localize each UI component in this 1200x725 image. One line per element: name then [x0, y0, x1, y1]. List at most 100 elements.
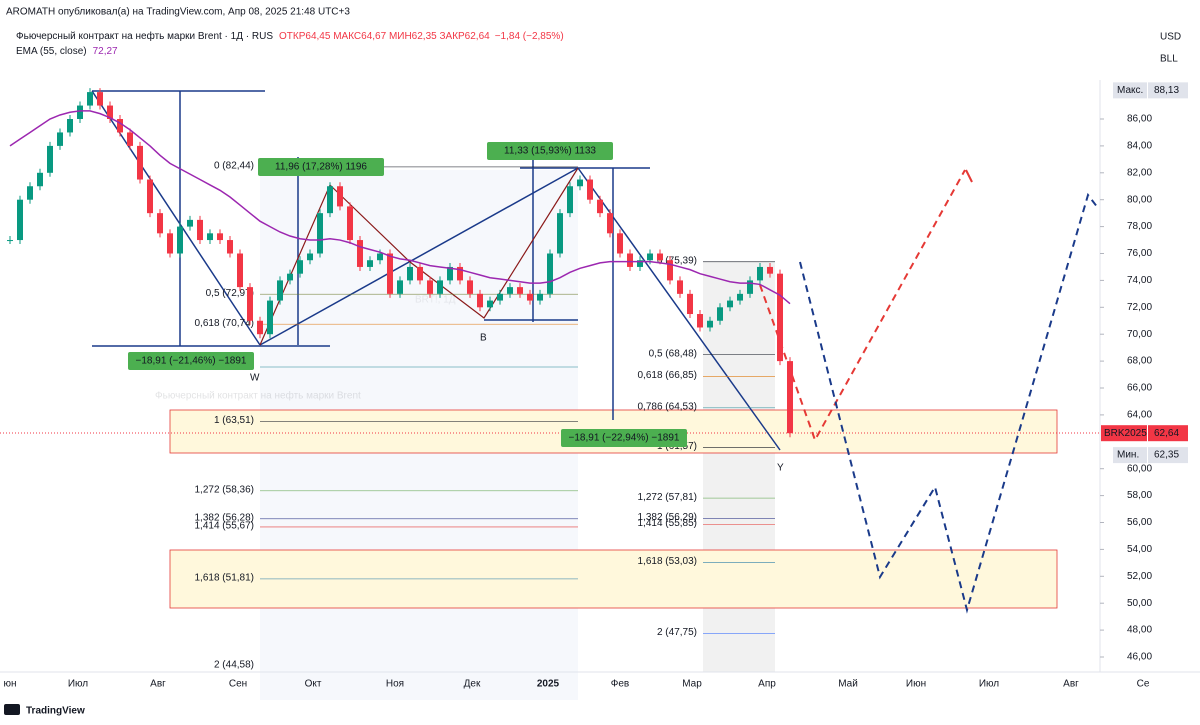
fib-label: 1,382 (56,29)	[638, 512, 698, 523]
candle	[257, 320, 263, 335]
candle	[417, 266, 423, 281]
candle	[577, 179, 583, 187]
candle	[597, 199, 603, 214]
indicator-name: EMA (55, close)	[16, 46, 87, 57]
candle	[767, 266, 773, 274]
fib-label: 2 (47,75)	[657, 627, 697, 638]
candle	[487, 300, 493, 308]
candle	[727, 300, 733, 308]
candle	[477, 293, 483, 308]
candle	[147, 179, 153, 214]
candle	[207, 233, 213, 241]
ema-line	[9, 110, 791, 305]
candle	[337, 186, 343, 207]
measure-box	[487, 142, 613, 160]
badge-name-bg	[1101, 425, 1147, 442]
measure-label: −18,91 (−21,46%) −1891	[136, 356, 247, 367]
ohlc: ОТКР64,45 МАКС64,67 МИН62,35 ЗАКР62,64	[279, 31, 490, 42]
price-tick-label: 76,00	[1127, 248, 1152, 259]
price-tick-label: 54,00	[1127, 544, 1152, 555]
candle	[557, 213, 563, 254]
price-tick-label: 72,00	[1127, 302, 1152, 313]
currency: USD	[1160, 32, 1181, 43]
price-tick-label: 74,00	[1127, 275, 1152, 286]
indicator-value: 72,27	[93, 46, 118, 57]
wave-label: B	[480, 333, 487, 344]
forecast-arrow	[965, 169, 973, 183]
candle	[317, 213, 323, 254]
price-tick-label: 48,00	[1127, 625, 1152, 636]
badge-value-bg	[1148, 425, 1188, 442]
candle	[377, 253, 383, 261]
candle	[277, 280, 283, 301]
time-label: Ноя	[386, 679, 404, 690]
badge-value: 62,35	[1154, 450, 1179, 461]
candle	[297, 260, 303, 274]
badge-name-bg	[1113, 447, 1147, 464]
candle	[467, 280, 473, 294]
candle	[247, 287, 253, 321]
symbol: Фьючерсный контракт на нефть марки Brent…	[16, 30, 564, 42]
candle	[7, 240, 13, 242]
time-label: Апр	[758, 679, 776, 690]
publisher: AROMATH опубликовал(а) на TradingView.co…	[6, 6, 350, 18]
candle	[657, 253, 663, 261]
badge-value-bg	[1148, 82, 1188, 99]
badge-value: 88,13	[1154, 85, 1179, 96]
time-label: Мар	[682, 679, 702, 690]
candle	[357, 240, 363, 267]
price-tick-label: 80,00	[1127, 194, 1152, 205]
candle	[787, 361, 793, 434]
fib-label: 1,382 (56,28)	[195, 512, 255, 523]
price-tick-label: 56,00	[1127, 517, 1152, 528]
time-label: Май	[838, 679, 858, 690]
candle	[677, 280, 683, 294]
candle	[17, 199, 23, 241]
candle	[647, 253, 653, 261]
price-tick-label: 86,00	[1127, 114, 1152, 125]
candle	[47, 145, 53, 173]
candle	[497, 293, 503, 301]
candle	[187, 219, 193, 227]
time-label: Фев	[611, 679, 629, 690]
time-label: Июн	[906, 679, 926, 690]
candle	[117, 119, 123, 133]
fib-label: 0,5 (68,48)	[649, 348, 697, 359]
time-label: Се	[1137, 679, 1150, 690]
candle	[587, 179, 593, 200]
price-tick-label: 64,00	[1127, 410, 1152, 421]
fib-label: 1,272 (58,36)	[195, 484, 255, 495]
time-label: 2025	[537, 679, 560, 690]
price-tick-label: 66,00	[1127, 383, 1152, 394]
fib-label: 0 (75,39)	[657, 255, 697, 266]
candle	[517, 287, 523, 294]
candle	[427, 280, 433, 294]
candle	[527, 293, 533, 301]
fib-label: 0,5 (72,97)	[206, 288, 254, 299]
badge-name: BRK2025	[1104, 428, 1147, 439]
fib-label: 0,618 (66,85)	[638, 370, 698, 381]
badge-value-bg	[1148, 447, 1188, 464]
price-tick-label: 46,00	[1127, 652, 1152, 663]
fib-label: 1,618 (53,03)	[638, 556, 698, 567]
wave-label: W	[250, 373, 260, 384]
time-label: юн	[3, 679, 16, 690]
candle	[267, 300, 273, 335]
fib-label: 1 (63,51)	[214, 415, 254, 426]
pattern-lines	[91, 90, 781, 451]
fib-label: 0,618 (70,74)	[195, 318, 255, 329]
candle	[177, 226, 183, 254]
fib-label: 1,414 (55,67)	[195, 521, 255, 532]
candle	[237, 253, 243, 288]
price-tick-label: 52,00	[1127, 571, 1152, 582]
time-label: Авг	[150, 679, 166, 690]
time-label: Окт	[305, 679, 322, 690]
candle	[227, 240, 233, 254]
candle	[747, 280, 753, 294]
candle	[707, 320, 713, 328]
candle	[77, 105, 83, 119]
candle	[327, 186, 333, 214]
logo	[4, 704, 20, 715]
candle	[387, 253, 393, 294]
